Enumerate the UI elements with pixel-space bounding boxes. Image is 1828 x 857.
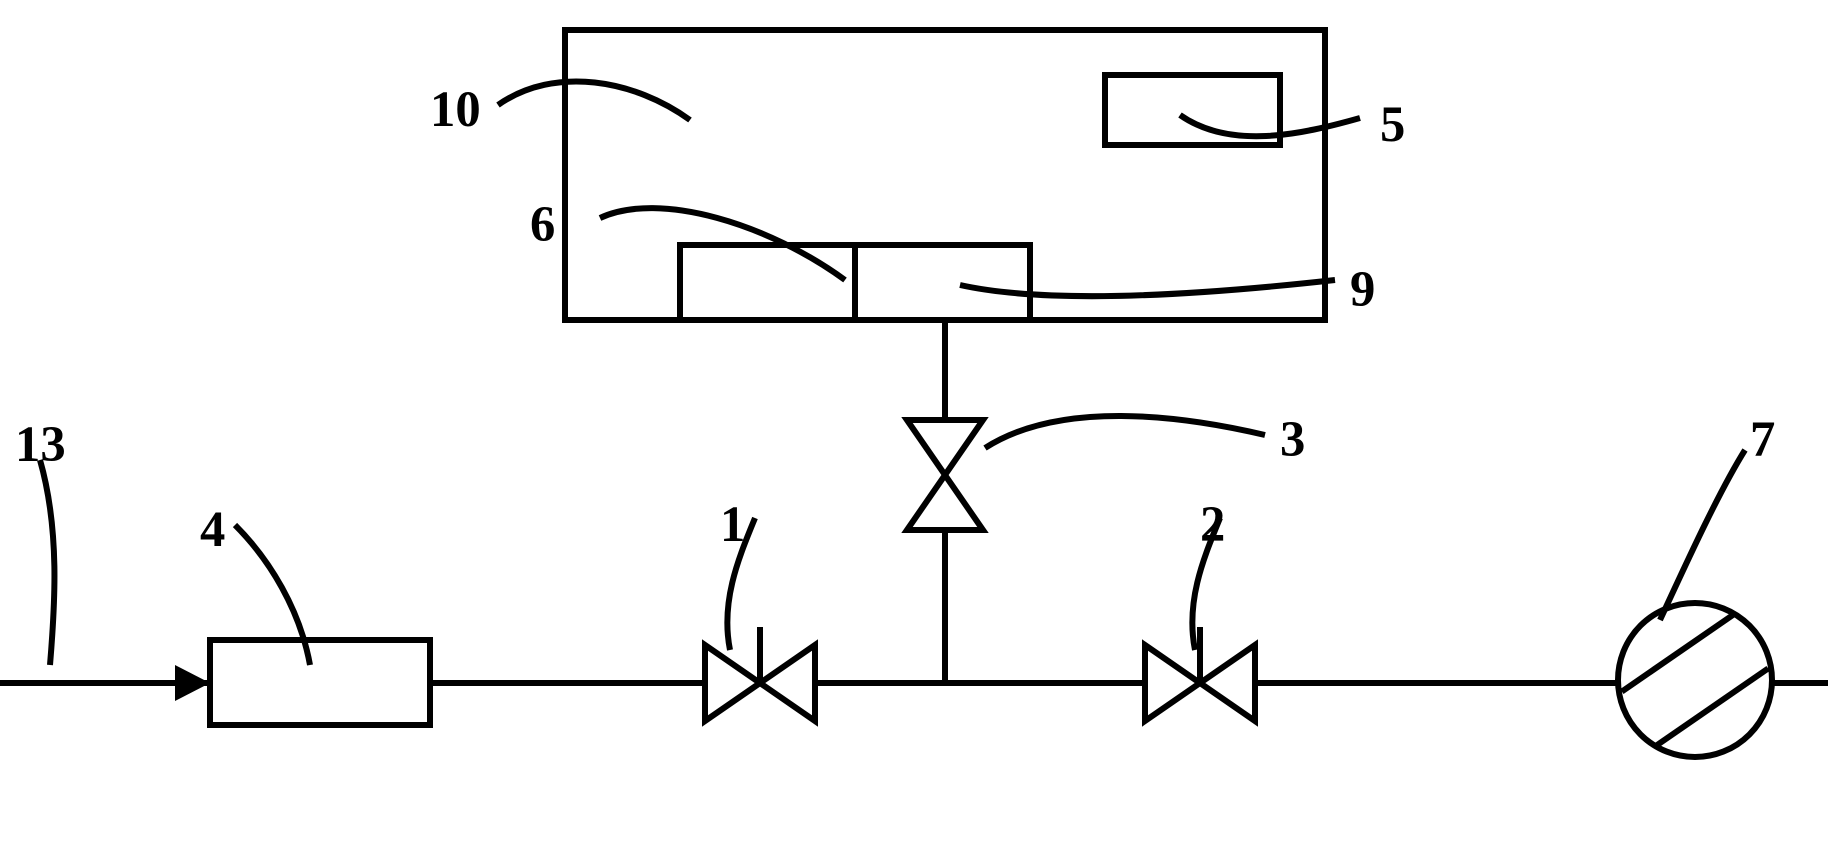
label-6: 6 [530, 195, 555, 253]
slot-right [855, 245, 1030, 320]
leader-5 [1180, 115, 1360, 136]
valve-2-icon [1145, 627, 1255, 721]
label-7: 7 [1750, 410, 1775, 468]
label-10: 10 [430, 80, 481, 138]
pump-icon [1618, 603, 1772, 757]
schematic-diagram [0, 0, 1828, 857]
leader-3 [985, 416, 1265, 448]
label-3: 3 [1280, 410, 1305, 468]
main-pipe [0, 665, 1828, 701]
label-9: 9 [1350, 260, 1375, 318]
leader-10 [498, 81, 690, 120]
label-4: 4 [200, 500, 225, 558]
label-5: 5 [1380, 95, 1405, 153]
label-1: 1 [720, 495, 745, 553]
leader-7 [1660, 450, 1745, 620]
leader-13 [40, 460, 54, 665]
leader-9 [960, 280, 1335, 296]
filter-box [210, 640, 430, 725]
leader-4 [235, 525, 310, 665]
flow-arrow-icon [175, 665, 210, 701]
label-13: 13 [15, 415, 66, 473]
valve-3-icon [907, 420, 983, 530]
label-2: 2 [1200, 495, 1225, 553]
slot-left [680, 245, 855, 320]
valve-1-icon [705, 627, 815, 721]
